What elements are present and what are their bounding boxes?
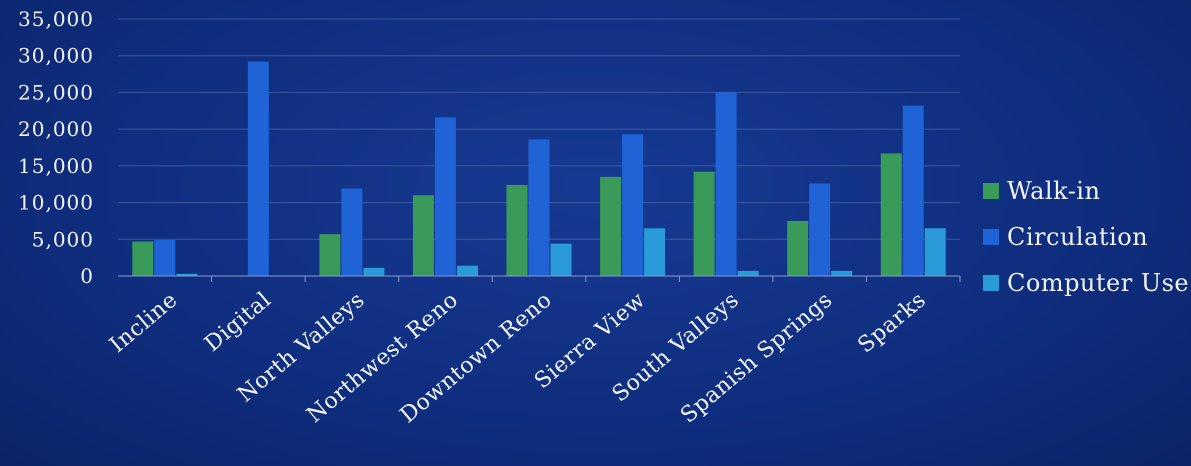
bar-computer-use: [176, 273, 198, 276]
legend: Walk-in Circulation Computer Use: [983, 177, 1189, 297]
bar-walk-in: [319, 234, 341, 276]
x-tick-label: Northwest Reno: [302, 287, 463, 428]
bar-circulation: [528, 139, 550, 276]
y-tick-label: 30,000: [18, 44, 94, 68]
legend-label: Computer Use: [1007, 269, 1189, 297]
bar-walk-in: [693, 171, 715, 276]
legend-item: Circulation: [983, 223, 1148, 251]
y-tick-label: 5,000: [32, 227, 94, 251]
bar-circulation: [341, 188, 363, 276]
bar-computer-use: [737, 270, 759, 276]
bar-circulation: [715, 92, 737, 276]
bar-circulation: [622, 134, 644, 276]
y-tick-label: 20,000: [18, 117, 94, 141]
x-tick-label: Sparks: [853, 287, 931, 358]
bar-walk-in: [600, 176, 622, 276]
bar-circulation: [154, 240, 176, 276]
x-tick-label: Downtown Reno: [396, 287, 557, 428]
bar-computer-use: [644, 228, 666, 276]
bar-computer-use: [831, 270, 853, 276]
bar-walk-in: [787, 220, 809, 276]
bar-circulation: [809, 183, 831, 276]
y-tick-label: 10,000: [18, 191, 94, 215]
bar-walk-in: [506, 184, 528, 276]
x-tick-label: Spanish Springs: [676, 287, 837, 428]
legend-label: Circulation: [1007, 223, 1148, 251]
x-tick-label: Incline: [105, 287, 182, 358]
bar-computer-use: [924, 228, 946, 276]
legend-item: Walk-in: [983, 177, 1100, 205]
bar-walk-in: [412, 195, 434, 276]
x-tick-label: Digital: [200, 287, 276, 356]
bar-circulation: [247, 61, 269, 277]
bar-circulation: [434, 117, 456, 276]
legend-label: Walk-in: [1007, 177, 1100, 205]
y-axis: 0 5,000 10,000 15,000 20,000 25,000 30,000 35,0…: [18, 7, 94, 288]
y-tick-label: 15,000: [18, 154, 94, 178]
legend-swatch: [983, 183, 999, 199]
bar-circulation: [902, 105, 924, 276]
bar-walk-in: [880, 153, 902, 276]
bar-computer-use: [456, 265, 478, 276]
y-tick-label: 25,000: [18, 80, 94, 104]
legend-swatch: [983, 275, 999, 291]
legend-swatch: [983, 229, 999, 245]
y-tick-label: 0: [80, 264, 94, 288]
y-tick-label: 35,000: [18, 7, 94, 31]
bar-computer-use: [363, 267, 385, 276]
bar-computer-use: [550, 243, 572, 276]
legend-item: Computer Use: [983, 269, 1189, 297]
bar-walk-in: [132, 241, 154, 276]
bars: [132, 61, 946, 277]
